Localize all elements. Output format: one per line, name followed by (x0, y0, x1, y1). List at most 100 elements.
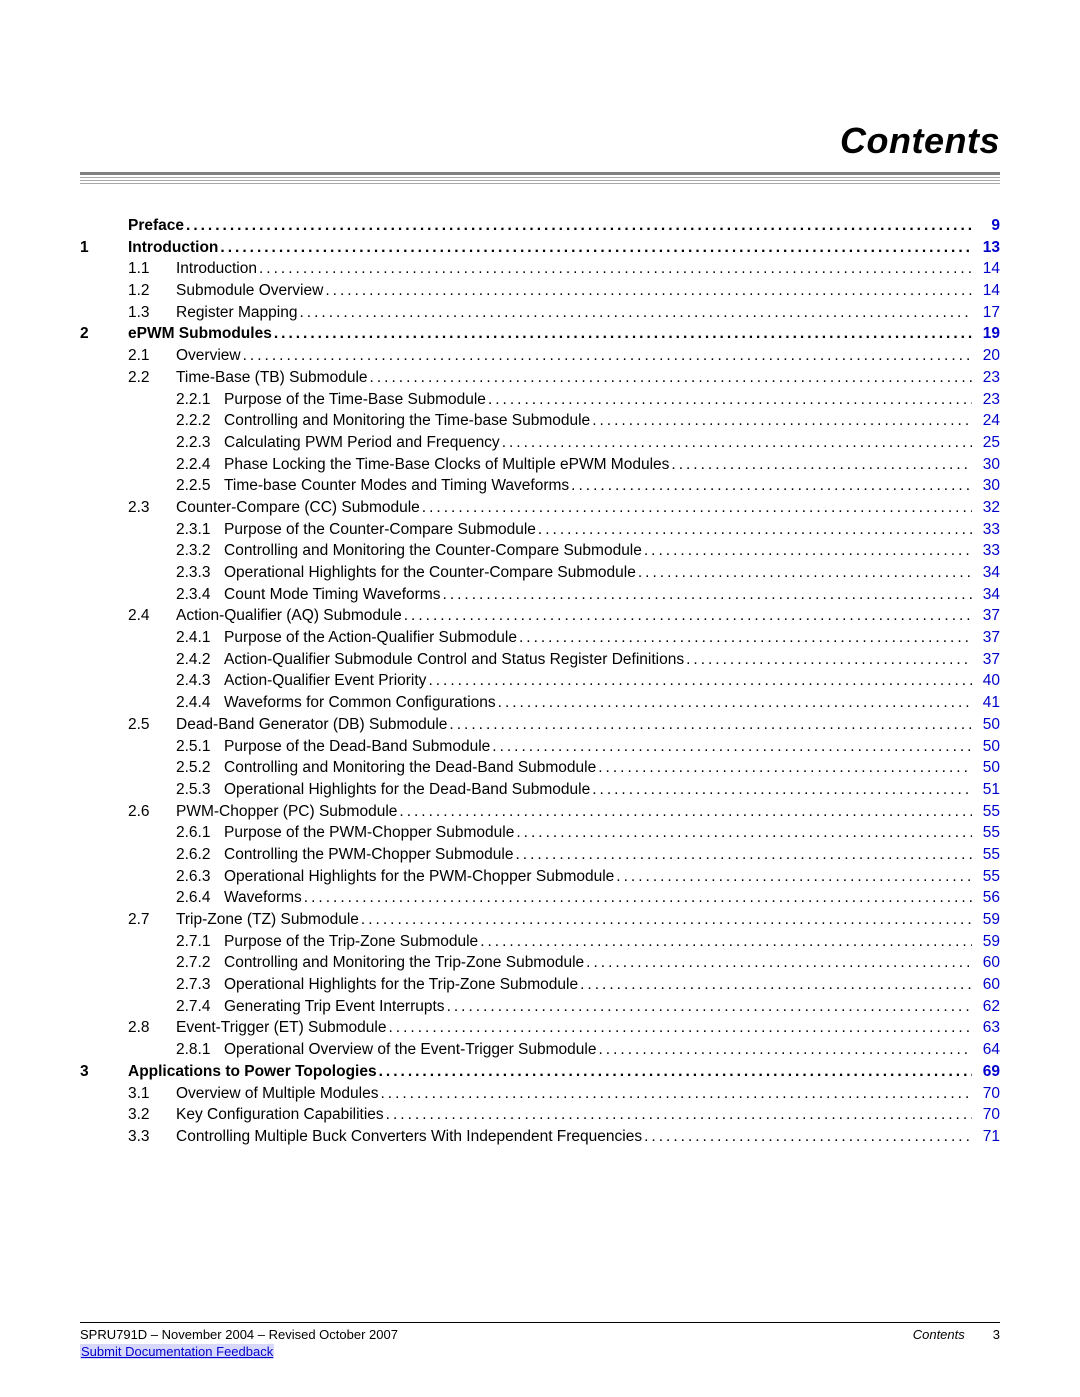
toc-page-number[interactable]: 50 (972, 717, 1000, 733)
toc-leader (397, 804, 972, 820)
toc-entry[interactable]: 2.5.2Controlling and Monitoring the Dead… (80, 760, 1000, 776)
toc-page-number[interactable]: 60 (972, 955, 1000, 971)
toc-subsection-num: 2.3.3 (176, 565, 224, 581)
toc-section-num: 2.3 (128, 500, 176, 516)
toc-page-number[interactable]: 37 (972, 652, 1000, 668)
toc-entry[interactable]: 2.8.1Operational Overview of the Event-T… (80, 1042, 1000, 1058)
toc-page-number[interactable]: 14 (972, 283, 1000, 299)
toc-page-number[interactable]: 50 (972, 760, 1000, 776)
toc-entry[interactable]: 2.3.1Purpose of the Counter-Compare Subm… (80, 522, 1000, 538)
toc-entry[interactable]: 2.5.3Operational Highlights for the Dead… (80, 782, 1000, 798)
toc-page-number[interactable]: 41 (972, 695, 1000, 711)
toc-page-number[interactable]: 62 (972, 999, 1000, 1015)
toc-page-number[interactable]: 70 (972, 1107, 1000, 1123)
toc-leader (445, 999, 972, 1015)
submit-feedback-link[interactable]: Submit Documentation Feedback (80, 1344, 274, 1359)
toc-entry[interactable]: 2.4.4Waveforms for Common Configurations… (80, 695, 1000, 711)
toc-page-number[interactable]: 55 (972, 804, 1000, 820)
toc-page-number[interactable]: 50 (972, 739, 1000, 755)
toc-entry[interactable]: 2.6PWM-Chopper (PC) Submodule 55 (80, 804, 1000, 820)
toc-entry[interactable]: 2.1Overview 20 (80, 348, 1000, 364)
toc-subsection-num: 2.2.1 (176, 392, 224, 408)
toc-page-number[interactable]: 30 (972, 457, 1000, 473)
toc-leader (684, 652, 972, 668)
toc-entry[interactable]: 2.7Trip-Zone (TZ) Submodule 59 (80, 912, 1000, 928)
toc-entry-text: Dead-Band Generator (DB) Submodule (176, 717, 447, 733)
toc-entry[interactable]: 2.6.3Operational Highlights for the PWM-… (80, 869, 1000, 885)
toc-entry[interactable]: 2.2.2Controlling and Monitoring the Time… (80, 413, 1000, 429)
toc-page-number[interactable]: 33 (972, 543, 1000, 559)
toc-page-number[interactable]: 55 (972, 847, 1000, 863)
toc-page-number[interactable]: 59 (972, 934, 1000, 950)
toc-page-number[interactable]: 9 (972, 218, 1000, 234)
toc-entry[interactable]: 2.7.1Purpose of the Trip-Zone Submodule … (80, 934, 1000, 950)
toc-page-number[interactable]: 33 (972, 522, 1000, 538)
toc-entry[interactable]: 2.7.2Controlling and Monitoring the Trip… (80, 955, 1000, 971)
toc-entry[interactable]: 2.4.1Purpose of the Action-Qualifier Sub… (80, 630, 1000, 646)
toc-page-number[interactable]: 51 (972, 782, 1000, 798)
toc-page-number[interactable]: 70 (972, 1086, 1000, 1102)
toc-page-number[interactable]: 55 (972, 869, 1000, 885)
toc-entry[interactable]: 2.5.1Purpose of the Dead-Band Submodule … (80, 739, 1000, 755)
toc-entry-text: Purpose of the Time-Base Submodule (224, 392, 486, 408)
toc-page-number[interactable]: 34 (972, 587, 1000, 603)
toc-page-number[interactable]: 34 (972, 565, 1000, 581)
toc-subsection-num: 2.3.2 (176, 543, 224, 559)
toc-page-number[interactable]: 60 (972, 977, 1000, 993)
toc-page-number[interactable]: 40 (972, 673, 1000, 689)
toc-page-number[interactable]: 56 (972, 890, 1000, 906)
toc-page-number[interactable]: 20 (972, 348, 1000, 364)
toc-entry[interactable]: 2.4.3Action-Qualifier Event Priority 40 (80, 673, 1000, 689)
toc-page-number[interactable]: 19 (972, 326, 1000, 342)
toc-entry[interactable]: 2.2Time-Base (TB) Submodule 23 (80, 370, 1000, 386)
toc-entry[interactable]: 2.7.4Generating Trip Event Interrupts 62 (80, 999, 1000, 1015)
toc-entry[interactable]: 2.5Dead-Band Generator (DB) Submodule 50 (80, 717, 1000, 733)
toc-entry[interactable]: 3.1Overview of Multiple Modules 70 (80, 1086, 1000, 1102)
toc-entry[interactable]: 2ePWM Submodules 19 (80, 326, 1000, 342)
toc-page-number[interactable]: 37 (972, 630, 1000, 646)
toc-entry[interactable]: 2.2.3Calculating PWM Period and Frequenc… (80, 435, 1000, 451)
toc-page-number[interactable]: 55 (972, 825, 1000, 841)
toc-entry[interactable]: 1.2Submodule Overview 14 (80, 283, 1000, 299)
toc-leader (596, 760, 972, 776)
toc-entry[interactable]: 2.2.5Time-base Counter Modes and Timing … (80, 478, 1000, 494)
toc-entry[interactable]: 1Introduction 13 (80, 240, 1000, 256)
toc-entry[interactable]: 2.2.4Phase Locking the Time-Base Clocks … (80, 457, 1000, 473)
toc-page-number[interactable]: 23 (972, 392, 1000, 408)
toc-entry[interactable]: Preface 9 (80, 218, 1000, 234)
toc-entry[interactable]: 2.3.2Controlling and Monitoring the Coun… (80, 543, 1000, 559)
toc-entry[interactable]: 2.4.2Action-Qualifier Submodule Control … (80, 652, 1000, 668)
toc-leader (447, 717, 972, 733)
toc-entry[interactable]: 2.6.2Controlling the PWM-Chopper Submodu… (80, 847, 1000, 863)
toc-page-number[interactable]: 24 (972, 413, 1000, 429)
toc-page-number[interactable]: 25 (972, 435, 1000, 451)
toc-entry[interactable]: 2.4Action-Qualifier (AQ) Submodule 37 (80, 608, 1000, 624)
toc-subsection-num: 2.6.1 (176, 825, 224, 841)
toc-page-number[interactable]: 13 (972, 240, 1000, 256)
toc-entry[interactable]: 2.6.1Purpose of the PWM-Chopper Submodul… (80, 825, 1000, 841)
toc-page-number[interactable]: 32 (972, 500, 1000, 516)
toc-entry[interactable]: 2.8Event-Trigger (ET) Submodule 63 (80, 1020, 1000, 1036)
toc-entry[interactable]: 2.7.3Operational Highlights for the Trip… (80, 977, 1000, 993)
toc-page-number[interactable]: 14 (972, 261, 1000, 277)
toc-entry[interactable]: 2.2.1Purpose of the Time-Base Submodule … (80, 392, 1000, 408)
toc-page-number[interactable]: 71 (972, 1129, 1000, 1145)
toc-page-number[interactable]: 59 (972, 912, 1000, 928)
toc-entry[interactable]: 1.1Introduction 14 (80, 261, 1000, 277)
toc-entry[interactable]: 3Applications to Power Topologies 69 (80, 1064, 1000, 1080)
toc-page-number[interactable]: 17 (972, 305, 1000, 321)
toc-entry[interactable]: 2.3.4Count Mode Timing Waveforms 34 (80, 587, 1000, 603)
toc-page-number[interactable]: 30 (972, 478, 1000, 494)
toc-entry[interactable]: 1.3Register Mapping 17 (80, 305, 1000, 321)
toc-page-number[interactable]: 63 (972, 1020, 1000, 1036)
toc-entry[interactable]: 2.6.4Waveforms 56 (80, 890, 1000, 906)
toc-page-number[interactable]: 64 (972, 1042, 1000, 1058)
toc-entry[interactable]: 2.3.3Operational Highlights for the Coun… (80, 565, 1000, 581)
toc-entry[interactable]: 3.3Controlling Multiple Buck Converters … (80, 1129, 1000, 1145)
toc-page-number[interactable]: 37 (972, 608, 1000, 624)
toc-entry-text: Overview of Multiple Modules (176, 1086, 378, 1102)
toc-page-number[interactable]: 23 (972, 370, 1000, 386)
toc-entry[interactable]: 3.2Key Configuration Capabilities 70 (80, 1107, 1000, 1123)
toc-entry[interactable]: 2.3Counter-Compare (CC) Submodule 32 (80, 500, 1000, 516)
toc-page-number[interactable]: 69 (972, 1064, 1000, 1080)
